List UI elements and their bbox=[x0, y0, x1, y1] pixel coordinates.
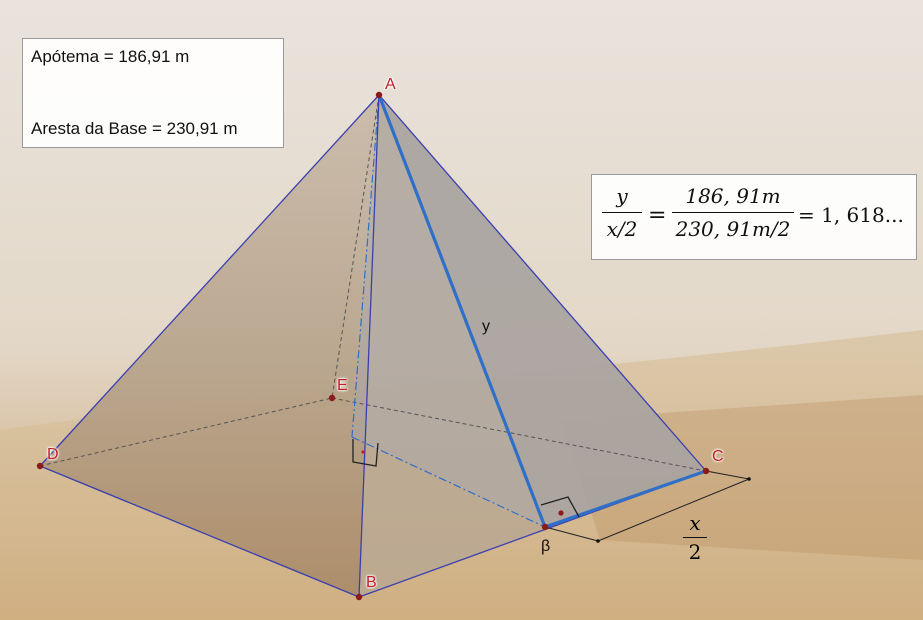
label-C: C bbox=[712, 448, 724, 465]
dim-tick-right bbox=[705, 470, 750, 480]
vertex-B bbox=[355, 593, 363, 601]
rhs-fraction: 186, 91m 230, 91m/2 bbox=[672, 183, 794, 242]
right-angle-dot-beta bbox=[558, 510, 564, 516]
pyramid-face-left bbox=[40, 95, 379, 597]
label-D: D bbox=[47, 446, 59, 463]
measurements-box: Apótema = 186,91 m Aresta da Base = 230,… bbox=[22, 38, 284, 148]
vertex-beta bbox=[541, 523, 549, 531]
right-angle-mark-center bbox=[352, 439, 379, 467]
aresta-text: Aresta da Base = 230,91 m bbox=[31, 119, 238, 138]
dim-tick-left bbox=[544, 526, 599, 542]
lhs-denominator: x/2 bbox=[606, 217, 638, 242]
edge-DE bbox=[39, 397, 333, 467]
inner-triangle-face bbox=[352, 95, 545, 527]
label-E: E bbox=[337, 377, 348, 394]
lhs-numerator: y bbox=[616, 184, 628, 208]
half-base-bar bbox=[683, 537, 707, 539]
label-B: B bbox=[366, 574, 377, 591]
vertex-D bbox=[36, 462, 44, 470]
half-base-numerator: x bbox=[689, 511, 701, 535]
vertex-A bbox=[375, 91, 383, 99]
vertex-E bbox=[328, 394, 336, 402]
apotema-text: Apótema = 186,91 m bbox=[31, 47, 190, 66]
edge-AC bbox=[378, 94, 707, 472]
right-angle-mark-beta bbox=[540, 496, 580, 518]
half-base-label: x 2 bbox=[683, 511, 707, 564]
apothem-triangle-face bbox=[379, 95, 706, 527]
dim-point-left bbox=[596, 539, 600, 543]
edge-AE bbox=[331, 94, 380, 399]
height-line bbox=[351, 94, 380, 438]
apothem-y bbox=[377, 94, 547, 528]
edge-AD bbox=[39, 94, 380, 467]
rhs-numerator: 186, 91m bbox=[685, 184, 781, 208]
label-A: A bbox=[385, 76, 396, 93]
rhs-fraction-bar bbox=[672, 212, 794, 214]
edge-AB bbox=[358, 94, 380, 598]
base-center-line bbox=[351, 436, 546, 528]
vertex-C bbox=[702, 467, 710, 475]
edge-DB bbox=[39, 465, 360, 598]
golden-ratio-formula: y x/2 = 186, 91m 230, 91m/2 = 1, 618... bbox=[591, 174, 917, 260]
pyramid-face-front bbox=[359, 95, 706, 597]
dim-line bbox=[597, 478, 750, 542]
dim-point-right bbox=[747, 477, 751, 481]
rhs-denominator: 230, 91m/2 bbox=[675, 217, 791, 242]
right-angle-dot-center bbox=[361, 450, 365, 454]
label-y: y bbox=[482, 318, 490, 335]
lhs-fraction-bar bbox=[602, 212, 642, 214]
ratio-result: = 1, 618... bbox=[798, 203, 904, 227]
half-base-segment bbox=[544, 469, 707, 529]
label-beta: β bbox=[541, 538, 551, 555]
half-base-denominator: 2 bbox=[688, 540, 702, 565]
lhs-fraction: y x/2 bbox=[602, 183, 642, 242]
equals-sign: = bbox=[648, 203, 667, 228]
edge-EC bbox=[331, 397, 707, 472]
